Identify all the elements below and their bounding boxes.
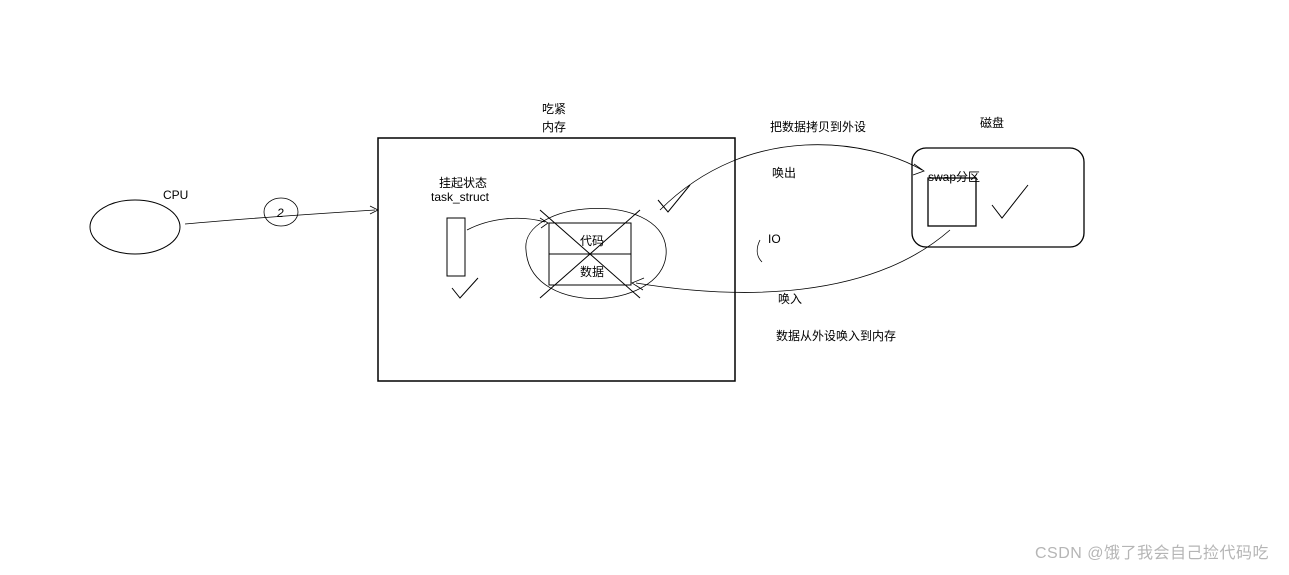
- diagram-svg: [0, 0, 1289, 575]
- check-icon: [452, 278, 478, 298]
- arrow-task-to-code: [467, 218, 545, 230]
- task-struct-rect: [447, 218, 465, 276]
- swap-partition-label: swap分区: [928, 168, 980, 185]
- swap-in-label: 唤入: [778, 290, 802, 307]
- check-icon: [992, 185, 1028, 218]
- disk-label: 磁盘: [980, 114, 1004, 131]
- cpu-label: CPU: [163, 188, 188, 202]
- check-icon: [658, 185, 690, 212]
- task-struct-label: task_struct: [431, 190, 489, 204]
- data-label: 数据: [580, 263, 604, 280]
- cpu-ellipse: [90, 200, 180, 254]
- swap-in-desc-label: 数据从外设唤入到内存: [776, 327, 896, 344]
- swap-in-curve: [636, 230, 950, 292]
- memory-top1-label: 吃紧: [542, 100, 566, 117]
- memory-top2-label: 内存: [542, 118, 566, 135]
- swap-rect: [928, 178, 976, 226]
- swap-out-label: 唤出: [772, 164, 796, 181]
- io-curve: [757, 240, 762, 262]
- suspend-state-label: 挂起状态: [439, 174, 487, 191]
- disk-rect: [912, 148, 1084, 247]
- two-label: 2: [277, 206, 284, 220]
- watermark: CSDN @饿了我会自己捡代码吃: [1035, 539, 1269, 563]
- code-label: 代码: [580, 232, 604, 249]
- copy-out-label: 把数据拷贝到外设: [770, 118, 866, 135]
- io-label: IO: [768, 232, 781, 246]
- memory-rect: [378, 138, 735, 381]
